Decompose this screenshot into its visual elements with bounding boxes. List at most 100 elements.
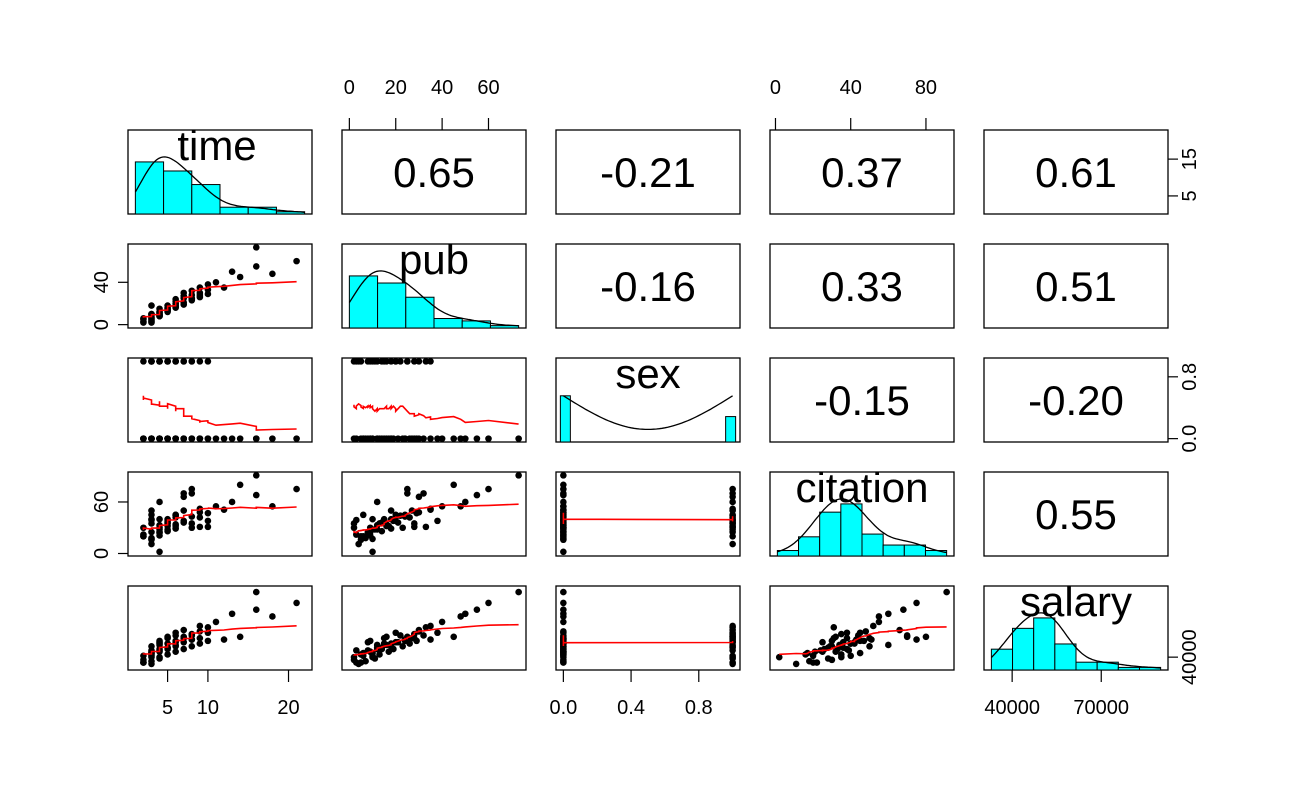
- scatter-point: [729, 633, 736, 641]
- scatter-point: [729, 505, 736, 513]
- scatter-point: [434, 629, 441, 637]
- scatter-point: [830, 624, 838, 631]
- correlation-sex-salary: -0.20: [1028, 377, 1124, 424]
- scatter-point: [140, 358, 147, 365]
- scatter-point: [204, 523, 212, 531]
- scatter-point: [359, 435, 367, 442]
- scatter-point: [148, 358, 155, 365]
- scatter-point: [366, 637, 374, 645]
- diagonal-label-time: time: [177, 122, 256, 169]
- scatter-point: [809, 652, 817, 660]
- scatter-point: [922, 633, 930, 641]
- scatter-point: [875, 613, 883, 620]
- scatter-point: [832, 648, 839, 656]
- scatter-point: [868, 636, 875, 643]
- scatter-point: [293, 435, 300, 442]
- scatter-point: [204, 281, 212, 288]
- scatter-point: [369, 515, 376, 523]
- scatter-point: [359, 533, 367, 540]
- density-curve: [563, 395, 733, 431]
- scatter-point: [236, 633, 244, 641]
- scatter-point: [913, 636, 920, 643]
- histogram-bar: [348, 275, 379, 329]
- scatter-point: [180, 626, 188, 634]
- scatter-point: [148, 535, 155, 543]
- correlation-time-sex: -0.21: [600, 149, 696, 196]
- panel-pub-salary: [983, 243, 1169, 329]
- scatter-point: [196, 358, 204, 365]
- scatter-point: [148, 657, 155, 665]
- scatter-point: [885, 610, 892, 618]
- scatter-point: [856, 649, 864, 657]
- scatter-point: [838, 651, 845, 658]
- scatter-point: [212, 435, 220, 442]
- scatter-point: [156, 532, 163, 539]
- scatter-point: [172, 435, 179, 442]
- correlation-pub-sex: -0.16: [600, 263, 696, 310]
- scatter-point: [252, 491, 260, 499]
- histogram-bar: [725, 416, 737, 443]
- scatter-point: [373, 498, 381, 506]
- y-tick-label: 40: [91, 271, 113, 293]
- scatter-point: [204, 435, 212, 442]
- scatter-point: [188, 435, 196, 442]
- y-tick-label: 0: [91, 548, 113, 559]
- scatter-point: [140, 435, 147, 442]
- scatter-point: [376, 651, 383, 658]
- diagonal-label-pub: pub: [399, 236, 469, 283]
- scatter-point: [387, 358, 395, 365]
- scatter-point: [462, 498, 469, 506]
- histogram-bar: [819, 511, 842, 557]
- histogram-bar: [882, 544, 905, 557]
- scatter-point: [406, 435, 413, 442]
- smooth-line: [353, 503, 519, 534]
- panel-citation-pub: [341, 471, 527, 557]
- panel-pub-citation: [769, 243, 955, 329]
- scatter-point: [380, 515, 388, 523]
- scatter-point: [560, 613, 567, 620]
- panel-citation-salary: [983, 471, 1169, 557]
- scatter-point: [806, 657, 813, 665]
- x-tick-label: 20: [277, 697, 299, 719]
- scatter-point: [387, 435, 395, 442]
- scatter-point: [473, 606, 481, 613]
- scatter-point: [462, 435, 469, 442]
- x-tick-label: 20: [385, 77, 407, 99]
- scatter-point: [838, 630, 845, 638]
- scatter-point: [180, 645, 188, 653]
- scatter-point: [410, 435, 418, 442]
- x-tick-label: 60: [477, 77, 499, 99]
- scatter-point: [819, 638, 826, 646]
- scatter-point: [828, 656, 836, 664]
- scatter-point: [434, 435, 441, 442]
- density-curve: [990, 612, 1161, 669]
- scatter-point: [252, 263, 260, 270]
- scatter-point: [434, 517, 441, 525]
- x-tick-label: 40000: [984, 697, 1040, 719]
- scatter-point: [560, 618, 567, 626]
- panel-sex-salary: [983, 357, 1169, 443]
- scatter-point: [196, 523, 204, 531]
- scatter-point: [420, 490, 427, 497]
- scatter-point: [422, 358, 430, 365]
- correlation-sex-citation: -0.15: [814, 377, 910, 424]
- x-tick-label: 5: [162, 697, 173, 719]
- correlation-pub-citation: 0.33: [821, 263, 903, 310]
- scatter-point: [212, 618, 220, 626]
- smooth-line: [142, 506, 297, 530]
- scatter-point: [875, 618, 883, 626]
- y-tick-label: 5: [1179, 190, 1201, 201]
- panel-time-sex: [555, 129, 741, 215]
- scatter-point: [148, 316, 155, 323]
- correlation-time-pub: 0.65: [393, 149, 475, 196]
- scatter-point: [515, 435, 522, 442]
- scatter-point: [900, 606, 907, 613]
- scatter-point: [236, 435, 244, 442]
- histogram-bar: [1012, 627, 1035, 671]
- scatter-point: [188, 358, 196, 365]
- smooth-line: [353, 623, 519, 656]
- panel-salary-sex: [555, 585, 741, 671]
- scatter-point: [394, 519, 402, 526]
- scatter-point: [485, 485, 492, 493]
- scatter-point: [729, 540, 736, 548]
